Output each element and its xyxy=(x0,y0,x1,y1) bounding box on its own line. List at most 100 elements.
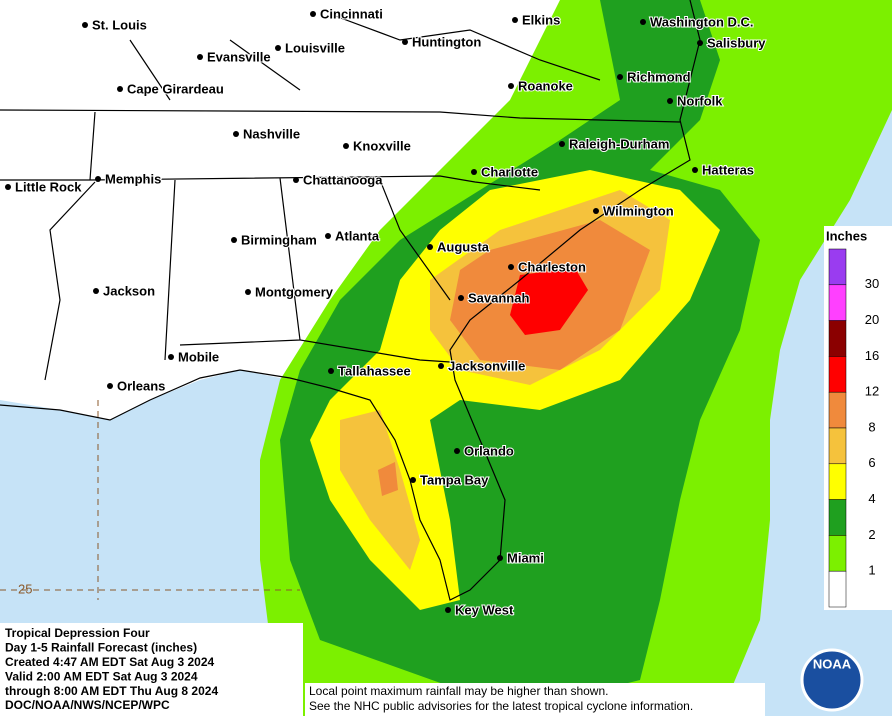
city-label: Knoxville xyxy=(353,138,411,153)
city-dot xyxy=(697,40,703,46)
city-label: Little Rock xyxy=(15,179,82,194)
city-label: Jacksonville xyxy=(448,358,525,373)
city-label: Richmond xyxy=(627,69,691,84)
city-dot xyxy=(508,83,514,89)
city-dot xyxy=(107,383,113,389)
city-label: Elkins xyxy=(522,12,560,27)
city-label: Hatteras xyxy=(702,162,754,177)
city-dot xyxy=(445,607,451,613)
city-label: Cincinnati xyxy=(320,6,383,21)
info-box xyxy=(0,623,303,716)
city-dot xyxy=(310,11,316,17)
city-dot xyxy=(328,368,334,374)
city-label: Nashville xyxy=(243,126,300,141)
latitude-label: 25 xyxy=(18,581,32,596)
city-dot xyxy=(5,184,11,190)
city-dot xyxy=(410,477,416,483)
rain-8in xyxy=(378,462,398,496)
info-line: DOC/NOAA/NWS/NCEP/WPC xyxy=(5,698,170,712)
legend-label: 2 xyxy=(868,527,875,542)
legend-title: Inches xyxy=(826,228,867,243)
legend-swatch xyxy=(828,320,847,357)
info-line: Valid 2:00 AM EDT Sat Aug 3 2024 xyxy=(5,669,198,683)
disclaimer-box xyxy=(305,683,765,716)
city-dot xyxy=(293,177,299,183)
city-label: Wilmington xyxy=(603,203,674,218)
logo xyxy=(800,648,864,712)
city-label: Tampa Bay xyxy=(420,472,489,487)
city-label: Orlando xyxy=(464,443,514,458)
city-dot xyxy=(402,39,408,45)
city-label: Tallahassee xyxy=(338,363,411,378)
city-label: Augusta xyxy=(437,239,490,254)
city-label: Charlotte xyxy=(481,164,538,179)
info-line: Tropical Depression Four xyxy=(5,626,150,640)
legend-swatch xyxy=(828,499,847,536)
legend-label: 8 xyxy=(868,419,875,434)
city-dot xyxy=(497,555,503,561)
legend-label: 12 xyxy=(865,384,879,399)
city-label: Miami xyxy=(507,550,544,565)
legend-label: 20 xyxy=(865,312,879,327)
city-label: Atlanta xyxy=(335,228,380,243)
city-dot xyxy=(95,176,101,182)
legend-swatch xyxy=(828,248,847,286)
city-dot xyxy=(692,167,698,173)
coastline xyxy=(0,0,701,601)
city-label: Key West xyxy=(455,602,514,617)
city-label: Montgomery xyxy=(255,284,334,299)
legend-swatch xyxy=(828,535,847,572)
info-line: Day 1-5 Rainfall Forecast (inches) xyxy=(5,641,197,655)
rain-6in xyxy=(340,410,420,570)
city-dot xyxy=(508,264,514,270)
city-dot xyxy=(667,98,673,104)
city-dot xyxy=(454,448,460,454)
city-label: Orleans xyxy=(117,378,165,393)
city-label: Norfolk xyxy=(677,93,723,108)
city-dot xyxy=(458,295,464,301)
city-dot xyxy=(640,19,646,25)
city-label: Louisville xyxy=(285,40,345,55)
legend-swatch xyxy=(828,356,847,393)
city-label: Raleigh-Durham xyxy=(569,136,669,151)
city-label: Salisbury xyxy=(707,35,766,50)
city-dot xyxy=(438,363,444,369)
city-label: Charleston xyxy=(518,259,586,274)
city-dot xyxy=(593,208,599,214)
city-dot xyxy=(471,169,477,175)
city-dot xyxy=(233,131,239,137)
disclaimer-line: Local point maximum rainfall may be high… xyxy=(309,684,608,698)
city-label: Washington D.C. xyxy=(650,14,754,29)
city-label: St. Louis xyxy=(92,17,147,32)
city-label: Evansville xyxy=(207,49,271,64)
city-dot xyxy=(325,233,331,239)
city-dot xyxy=(343,143,349,149)
city-dot xyxy=(197,54,203,60)
legend-label: 30 xyxy=(865,276,879,291)
city-dot xyxy=(168,354,174,360)
city-dot xyxy=(93,288,99,294)
city-dot xyxy=(559,141,565,147)
disclaimer-line: See the NHC public advisories for the la… xyxy=(309,699,693,713)
legend-label: 1 xyxy=(868,563,875,578)
city-label: Jackson xyxy=(103,283,155,298)
legend-label: 4 xyxy=(868,491,875,506)
city-label: Mobile xyxy=(178,349,219,364)
legend-swatch xyxy=(828,284,847,321)
city-label: Birmingham xyxy=(241,232,317,247)
info-line: Created 4:47 AM EDT Sat Aug 3 2024 xyxy=(5,655,215,669)
state-lines xyxy=(0,13,681,381)
city-label: Chattanooga xyxy=(303,172,383,187)
city-dot xyxy=(117,86,123,92)
city-label: Roanoke xyxy=(518,78,573,93)
city-label: Cape Girardeau xyxy=(127,81,224,96)
rain-12in xyxy=(510,268,588,335)
legend-label: 6 xyxy=(868,455,875,470)
legend-label: 16 xyxy=(865,348,879,363)
city-dot xyxy=(275,45,281,51)
city-label: Savannah xyxy=(468,290,529,305)
city-dot xyxy=(512,17,518,23)
city-label: Memphis xyxy=(105,171,161,186)
